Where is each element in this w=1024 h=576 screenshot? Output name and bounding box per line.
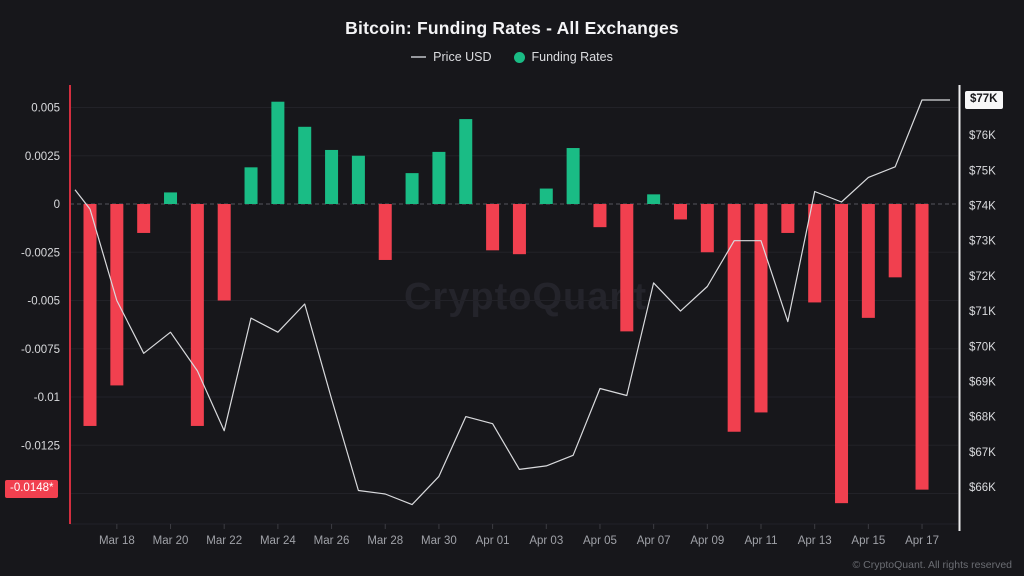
right-axis-tick-label: $68K xyxy=(969,412,996,424)
legend-item-price-usd[interactable]: Price USD xyxy=(411,50,492,64)
legend-line-icon xyxy=(411,56,427,58)
funding-bar-apr-03[interactable] xyxy=(539,188,553,204)
funding-bar-mar-30[interactable] xyxy=(432,151,446,204)
copyright-text: © CryptoQuant. All rights reserved xyxy=(852,559,1012,571)
x-axis-label: Apr 03 xyxy=(529,535,563,547)
funding-bar-apr-08[interactable] xyxy=(673,204,687,220)
x-axis-label: Mar 22 xyxy=(206,535,242,547)
funding-bar-mar-25[interactable] xyxy=(298,126,312,204)
right-axis-tick-label: $76K xyxy=(969,130,996,142)
funding-bar-apr-01[interactable] xyxy=(486,204,500,251)
funding-bar-apr-17[interactable] xyxy=(915,204,929,490)
funding-bar-apr-07[interactable] xyxy=(647,194,661,204)
x-axis-label: Mar 20 xyxy=(153,535,189,547)
x-axis-label: Apr 17 xyxy=(905,535,939,547)
funding-bar-apr-11[interactable] xyxy=(754,204,768,413)
x-axis-label: Apr 13 xyxy=(798,535,832,547)
left-axis-tick-label: 0.0025 xyxy=(25,151,60,163)
x-axis-label: Mar 30 xyxy=(421,535,457,547)
x-axis-label: Mar 26 xyxy=(314,535,350,547)
funding-bar-mar-31[interactable] xyxy=(459,119,473,204)
funding-bar-apr-15[interactable] xyxy=(861,204,875,318)
funding-bar-apr-02[interactable] xyxy=(512,204,526,255)
funding-bar-mar-27[interactable] xyxy=(351,155,365,204)
legend-label: Funding Rates xyxy=(531,50,613,64)
right-axis-tick-label: $69K xyxy=(969,376,996,388)
right-axis-tick-label: $66K xyxy=(969,482,996,494)
legend-label: Price USD xyxy=(433,50,492,64)
funding-bar-apr-10[interactable] xyxy=(727,204,741,432)
right-axis-tick-label: $72K xyxy=(969,271,996,283)
chart-legend: Price USD Funding Rates xyxy=(0,50,1024,64)
x-axis-label: Apr 11 xyxy=(744,535,777,547)
x-axis-label: Mar 28 xyxy=(367,535,403,547)
x-axis-label: Apr 09 xyxy=(690,535,724,547)
funding-bar-mar-21[interactable] xyxy=(190,204,204,426)
funding-bar-apr-04[interactable] xyxy=(566,148,580,204)
x-axis-label: Apr 01 xyxy=(476,535,510,547)
left-axis-tick-label: -0.0125 xyxy=(21,440,60,452)
funding-bar-apr-09[interactable] xyxy=(700,204,714,253)
funding-bar-mar-24[interactable] xyxy=(271,101,285,204)
left-axis-current-value-badge: -0.0148* xyxy=(5,480,59,498)
x-axis-label: Apr 15 xyxy=(851,535,885,547)
right-axis-tick-label: $70K xyxy=(969,341,996,353)
funding-bar-apr-06[interactable] xyxy=(620,204,634,332)
legend-item-funding-rates[interactable]: Funding Rates xyxy=(513,50,613,64)
left-axis-tick-label: 0 xyxy=(54,199,60,211)
funding-bar-mar-23[interactable] xyxy=(244,167,258,204)
left-axis-tick-label: -0.005 xyxy=(27,296,60,308)
funding-bar-mar-20[interactable] xyxy=(164,192,178,204)
funding-bar-mar-19[interactable] xyxy=(137,204,151,233)
right-axis-current-price-badge: $77K xyxy=(965,91,1003,109)
left-axis-tick-label: 0.005 xyxy=(31,103,60,115)
right-axis-tick-label: $75K xyxy=(969,165,996,177)
left-axis-tick-label: -0.01 xyxy=(34,392,60,404)
price-line[interactable] xyxy=(74,99,950,506)
legend-dot-icon xyxy=(513,51,525,63)
x-axis-label: Apr 05 xyxy=(583,535,617,547)
funding-bar-apr-05[interactable] xyxy=(593,204,607,228)
funding-bar-mar-17[interactable] xyxy=(83,204,97,426)
left-axis-tick-label: -0.0025 xyxy=(21,247,60,259)
funding-bar-mar-22[interactable] xyxy=(217,204,231,301)
x-axis-label: Apr 07 xyxy=(637,535,671,547)
funding-bar-apr-13[interactable] xyxy=(808,204,822,303)
x-axis-label: Mar 18 xyxy=(99,535,135,547)
funding-bar-apr-16[interactable] xyxy=(888,204,902,278)
funding-bar-apr-12[interactable] xyxy=(781,204,795,233)
x-axis-label: Mar 24 xyxy=(260,535,296,547)
funding-bar-mar-26[interactable] xyxy=(325,149,339,204)
funding-bar-apr-14[interactable] xyxy=(835,204,849,504)
left-axis-tick-label: -0.0075 xyxy=(21,344,60,356)
funding-bar-mar-29[interactable] xyxy=(405,173,419,204)
right-axis-tick-label: $67K xyxy=(969,447,996,459)
funding-bar-mar-28[interactable] xyxy=(378,204,392,260)
right-axis-tick-label: $73K xyxy=(969,236,996,248)
chart-title: Bitcoin: Funding Rates - All Exchanges xyxy=(345,18,679,38)
right-axis-tick-label: $71K xyxy=(969,306,996,318)
right-axis-tick-label: $74K xyxy=(969,201,996,213)
funding-bar-mar-18[interactable] xyxy=(110,204,124,386)
